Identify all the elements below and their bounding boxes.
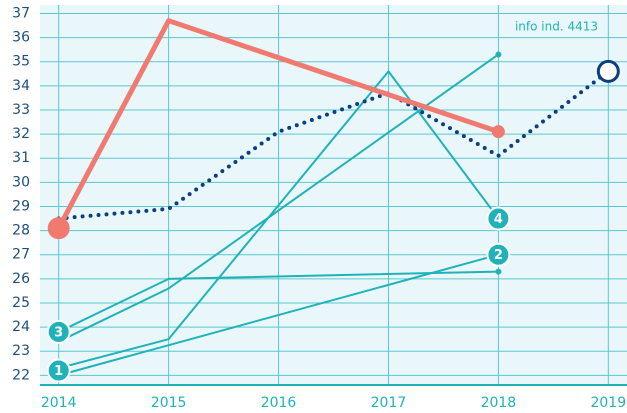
y-tick-label: 22: [12, 367, 30, 383]
y-tick-label: 33: [12, 102, 30, 118]
y-tick-label: 30: [12, 174, 30, 190]
y-tick-label: 23: [12, 343, 30, 359]
plot-background: [40, 5, 627, 385]
series-line: [58, 270, 499, 333]
y-tick-label: 34: [12, 78, 30, 94]
y-tick-label: 37: [12, 5, 30, 21]
y-tick-label: 32: [12, 126, 30, 142]
badge-label: 2: [494, 248, 503, 263]
badge-label: 3: [54, 325, 63, 340]
point-marker: [495, 51, 502, 58]
series-line: [56, 69, 611, 221]
x-tick-label: 2015: [151, 395, 187, 411]
y-tick-label: 26: [12, 271, 30, 287]
x-tick-label: 2016: [261, 395, 297, 411]
y-tick-label: 24: [12, 319, 30, 335]
x-tick-label: 2017: [371, 395, 407, 411]
series-line: [56, 18, 500, 230]
y-tick-label: 25: [12, 295, 30, 311]
y-tick-label: 35: [12, 54, 30, 70]
badge: [46, 358, 71, 383]
badge: [486, 206, 511, 231]
y-tick-label: 28: [12, 223, 30, 239]
y-tick-label: 31: [12, 150, 30, 166]
annotation: info ind. 4413: [515, 20, 598, 34]
x-tick-label: 2018: [481, 395, 517, 411]
badge-label: 4: [494, 212, 503, 227]
series-line: [58, 53, 499, 343]
badge: [46, 319, 71, 344]
y-tick-label: 36: [12, 30, 30, 46]
badge-label: 1: [54, 364, 63, 379]
series-line: [58, 253, 499, 377]
x-tick-label: 2014: [41, 395, 77, 411]
point-marker: [495, 268, 502, 275]
y-tick-label: 27: [12, 247, 30, 263]
point-marker: [491, 125, 505, 139]
y-tick-label: 29: [12, 198, 30, 214]
series-line: [58, 70, 500, 370]
badge: [486, 242, 511, 267]
x-tick-label: 2019: [590, 395, 626, 411]
point-marker: [47, 217, 70, 240]
point-marker: [596, 59, 620, 83]
